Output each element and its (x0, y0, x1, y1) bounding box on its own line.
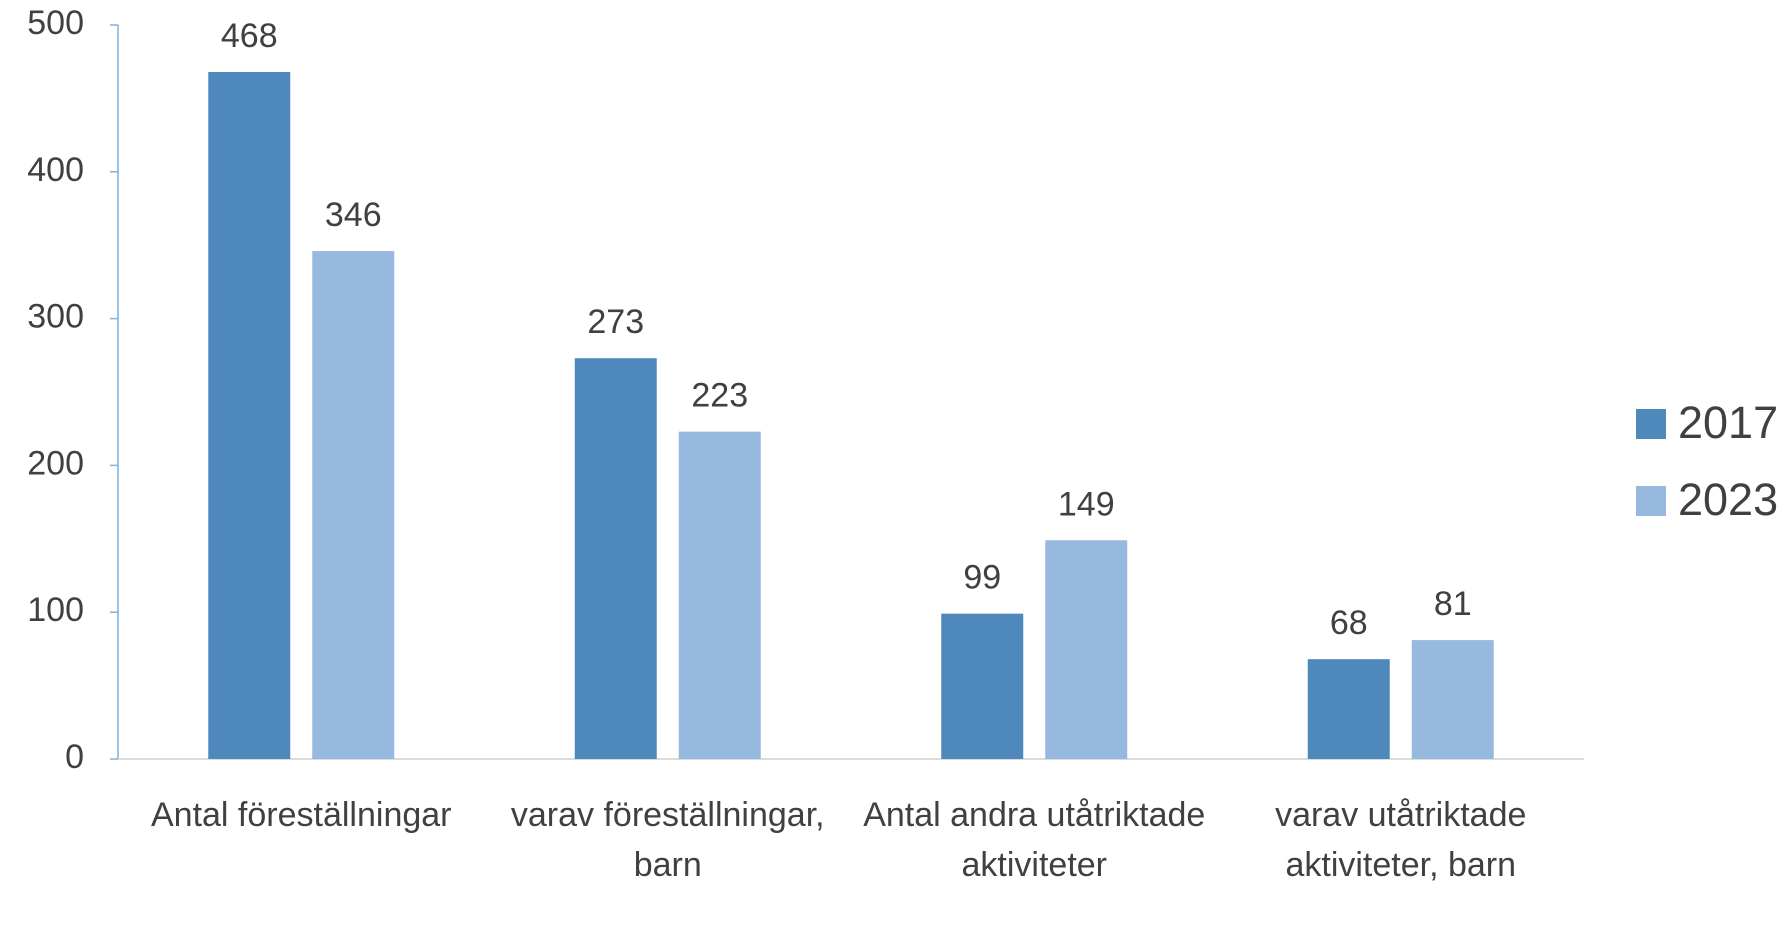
legend-label: 2023 (1678, 474, 1778, 525)
bar (312, 251, 395, 759)
data-label: 149 (1058, 485, 1115, 523)
bar (1411, 640, 1494, 759)
bar (678, 431, 761, 759)
x-tick-label: Antal andra utåtriktade aktiviteter (863, 796, 1206, 884)
y-tick-label: 500 (27, 4, 84, 42)
data-label: 68 (1330, 604, 1368, 642)
data-label: 346 (325, 196, 382, 234)
bar (208, 71, 291, 759)
data-label: 273 (587, 303, 644, 341)
legend-swatch (1636, 409, 1666, 439)
bar (1307, 659, 1390, 759)
bar (941, 613, 1024, 759)
legend-swatch (1636, 486, 1666, 516)
data-label: 223 (691, 377, 748, 415)
data-label: 81 (1434, 585, 1472, 623)
bar (1045, 540, 1128, 759)
y-tick-label: 0 (65, 738, 84, 776)
data-label: 468 (221, 17, 278, 55)
legend-label: 2017 (1678, 397, 1778, 448)
bar (574, 358, 657, 759)
y-tick-label: 200 (27, 444, 84, 482)
x-tick-label: varav utåtriktade aktiviteter, barn (1275, 796, 1527, 884)
x-tick-label: varav föreställningar, barn (510, 796, 825, 884)
y-tick-label: 100 (27, 591, 84, 629)
data-label: 99 (963, 559, 1001, 597)
y-tick-label: 400 (27, 151, 84, 189)
y-tick-label: 300 (27, 298, 84, 336)
x-tick-label: Antal föreställningar (150, 796, 452, 834)
